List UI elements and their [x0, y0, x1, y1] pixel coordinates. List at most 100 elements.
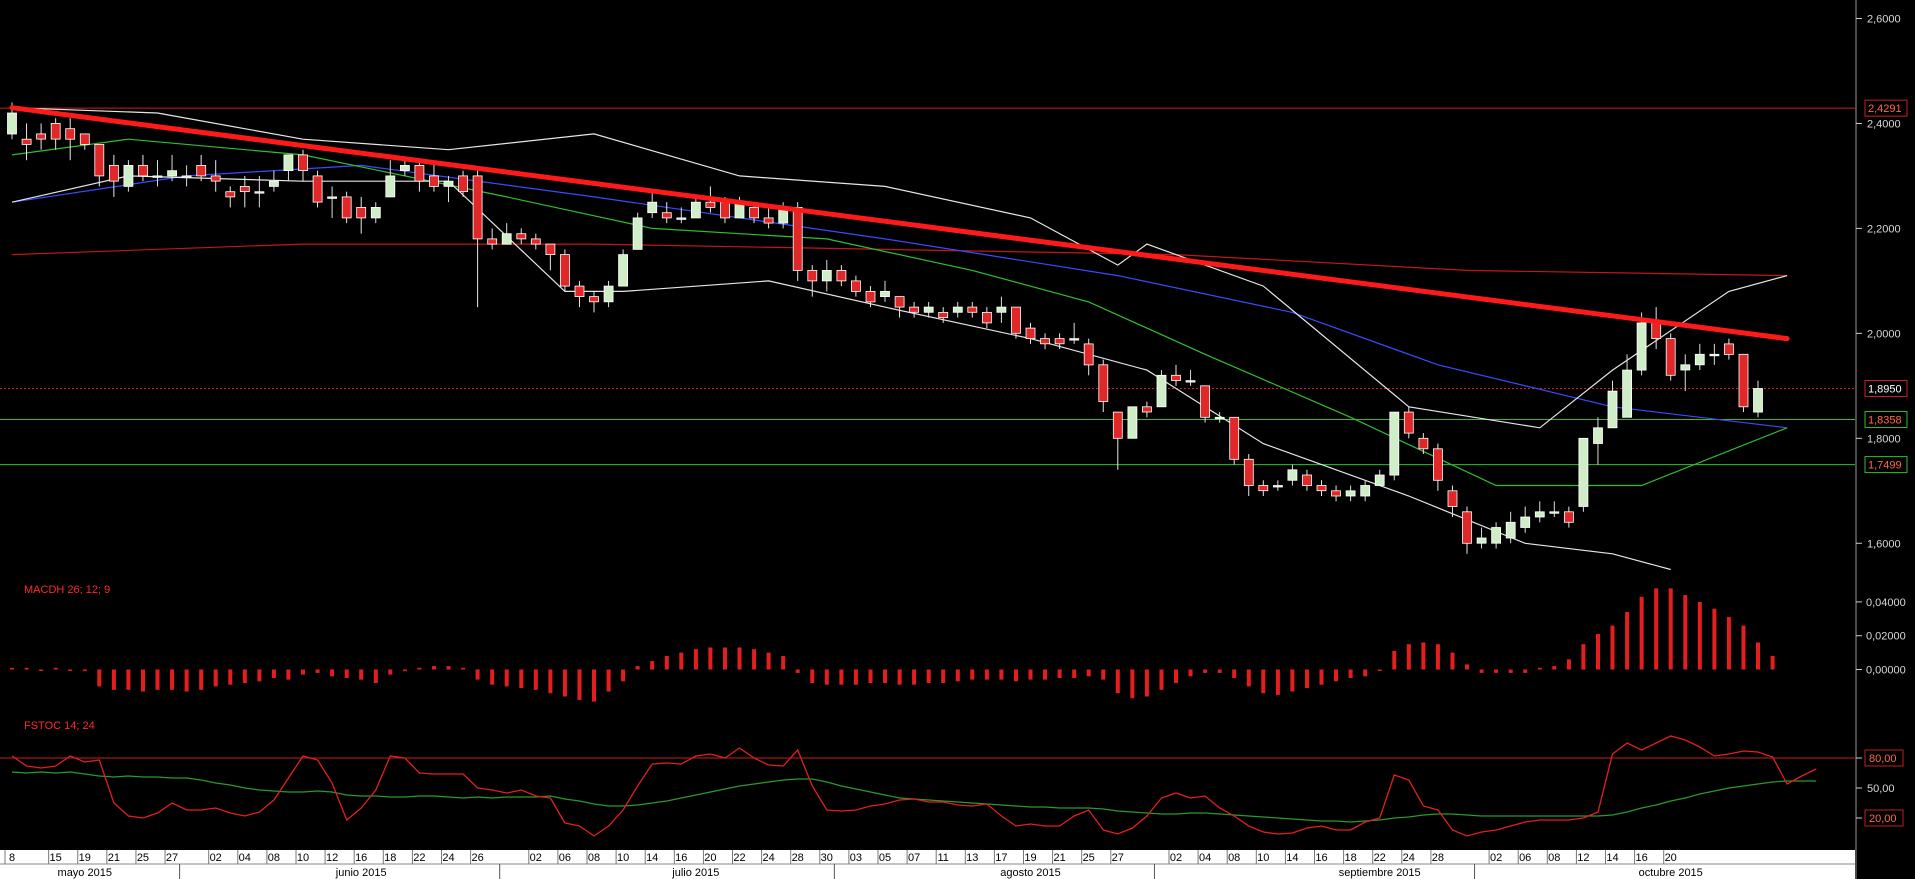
macd-bar [752, 649, 757, 670]
time-tick-label: 12 [1577, 852, 1589, 864]
macd-bar [664, 656, 669, 670]
time-tick-label: 13 [966, 852, 978, 864]
candle-body [1564, 511, 1574, 523]
candle-body [1491, 527, 1501, 544]
candle-body [1433, 448, 1443, 481]
price-tick-label: 2,2000 [1867, 223, 1901, 235]
stoch-fast-line [11, 735, 1817, 837]
month-label: octubre 2015 [1639, 867, 1703, 879]
candle-body [36, 133, 46, 140]
candle-body [1243, 458, 1254, 486]
macd-bar [461, 667, 466, 670]
macd-bar [330, 669, 335, 677]
candle-body [982, 311, 992, 324]
macd-bar [1610, 625, 1615, 670]
macd-bar [141, 669, 145, 692]
candle-body [1418, 437, 1429, 450]
candle-body [836, 269, 847, 282]
candle-body [443, 180, 454, 187]
candle-body [312, 175, 323, 203]
macd-bar [824, 669, 829, 685]
ma-mid-line [11, 164, 1788, 429]
candle-body [1069, 338, 1080, 341]
macd-bar [373, 669, 378, 683]
macd-label[interactable]: MACDH 26; 12; 9 [24, 584, 110, 596]
macd-bar [810, 669, 815, 683]
candle-body [1389, 411, 1400, 476]
candle-body [298, 154, 308, 171]
stochastic-panel [0, 735, 1855, 837]
macd-bar [432, 666, 436, 670]
macd-bar [941, 669, 946, 683]
candle-body [1025, 327, 1036, 340]
candle-body [661, 212, 672, 219]
macd-bar [635, 666, 640, 670]
price-tick-label: 1,8000 [1867, 433, 1901, 445]
macd-bar [1159, 669, 1164, 690]
macd-bar [970, 669, 975, 680]
macd-bar [1552, 666, 1557, 670]
ma-long-line [11, 243, 1788, 277]
macd-bar [1363, 669, 1368, 677]
macd-bar [10, 667, 14, 670]
candle-body [589, 296, 599, 303]
macd-bar [446, 666, 451, 670]
macd-bar [766, 652, 771, 670]
candle-body [1462, 511, 1472, 544]
macd-bar [1101, 669, 1106, 680]
candle-body [1200, 385, 1210, 418]
price-tick-label: 2,6000 [1867, 13, 1901, 25]
time-tick-label: 06 [559, 852, 571, 864]
macd-bar [1290, 669, 1295, 692]
candle-body [1476, 537, 1487, 544]
candle-body [356, 206, 367, 219]
time-tick-label: 14 [1606, 852, 1618, 864]
macd-bar [795, 669, 800, 673]
macd-bar [592, 669, 596, 702]
stoch-tick-label: 50,00 [1867, 783, 1895, 795]
candle-body [1040, 338, 1050, 345]
time-tick-label: 16 [675, 852, 687, 864]
time-tick-label: 08 [268, 852, 280, 864]
time-tick-label: 08 [588, 852, 600, 864]
candle-body [254, 191, 265, 194]
macd-bar [1043, 669, 1047, 680]
macd-bar [53, 667, 58, 670]
candle-body [1098, 364, 1109, 402]
candle-body [1636, 322, 1647, 371]
time-tick-label: 20 [704, 852, 716, 864]
time-tick-label: 04 [239, 852, 251, 864]
candle-body [65, 128, 76, 140]
candle-body [1142, 406, 1152, 413]
macd-bar [490, 669, 495, 685]
candle-body [268, 180, 279, 187]
candle-body [458, 175, 469, 192]
candle-body [880, 290, 890, 297]
macd-bar [897, 669, 902, 685]
candle-body [429, 175, 439, 187]
candle-body [385, 175, 396, 198]
macd-bar [1435, 644, 1440, 670]
time-tick-label: 08 [1228, 852, 1240, 864]
macd-bar [1319, 669, 1324, 685]
candle-body [1534, 511, 1545, 518]
candle-body [1665, 338, 1676, 376]
time-tick-label: 28 [1432, 852, 1444, 864]
stochastic-label[interactable]: FSTOC 14; 24 [24, 720, 95, 732]
time-tick-label: 25 [1083, 852, 1095, 864]
candle-body [545, 243, 556, 256]
candle-body [327, 196, 338, 199]
macd-bar [1566, 659, 1571, 670]
macd-bar [39, 669, 44, 671]
time-tick-label: 27 [166, 852, 178, 864]
time-axis: 8 15 19 21 25 27 02 04 08 10 12 16 18 22 24 26 02 06 08 10 1… [0, 850, 1855, 879]
candle-body [1593, 427, 1603, 444]
candle-body [530, 238, 541, 245]
macd-bar [1596, 634, 1600, 670]
time-tick-label: 12 [326, 852, 338, 864]
macd-bar [708, 647, 713, 670]
time-tick-label: 16 [355, 852, 367, 864]
candle-body [94, 143, 105, 177]
candle-body [1360, 485, 1371, 497]
candle-body [1709, 353, 1720, 357]
